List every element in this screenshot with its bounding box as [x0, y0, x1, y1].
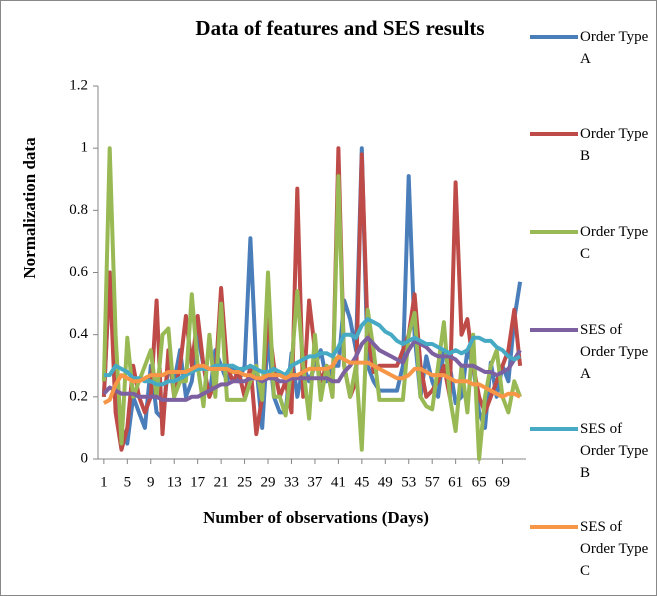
chart-title: Data of features and SES results: [195, 16, 484, 40]
x-tick-label: 21: [214, 474, 229, 490]
y-tick-label: 0: [81, 450, 89, 466]
x-tick-label: 57: [425, 474, 441, 490]
legend-label: Order Type A: [580, 29, 649, 67]
x-tick-label: 29: [261, 474, 276, 490]
series-line: [102, 335, 522, 402]
series-line: [103, 317, 522, 387]
x-tick-label: 53: [401, 474, 416, 490]
x-tick-label: 1: [100, 474, 108, 490]
x-tick-label: 9: [147, 474, 155, 490]
y-tick-label: 0.8: [69, 202, 88, 218]
x-tick-label: 65: [472, 474, 487, 490]
legend-label: SES of Order Type B: [580, 421, 649, 481]
y-axis-label: Normalization data: [20, 137, 39, 279]
x-tick-label: 49: [378, 474, 393, 490]
y-tick-label: 1.2: [69, 77, 88, 93]
y-tick-label: 1: [81, 140, 89, 156]
x-tick-label: 45: [354, 474, 369, 490]
x-tick-label: 25: [237, 474, 252, 490]
x-tick-label: 13: [167, 474, 182, 490]
y-tick-label: 0.4: [69, 326, 88, 342]
legend-label: SES of Order Type A: [580, 322, 649, 382]
legend-label: SES of Order Type C: [580, 519, 649, 579]
x-tick-label: 41: [331, 474, 346, 490]
y-tick-label: 0.6: [69, 264, 88, 280]
legend-label: Order Type B: [580, 126, 649, 164]
x-tick-label: 69: [495, 474, 510, 490]
x-tick-label: 5: [124, 474, 132, 490]
series-line: [102, 354, 522, 405]
x-tick-label: 17: [190, 474, 206, 490]
x-tick-label: 37: [307, 474, 323, 490]
x-tick-label: 33: [284, 474, 299, 490]
y-tick-label: 0.2: [69, 388, 88, 404]
x-tick-label: 61: [448, 474, 463, 490]
x-axis-label: Number of observations (Days): [203, 508, 429, 527]
legend-label: Order Type C: [580, 224, 649, 262]
